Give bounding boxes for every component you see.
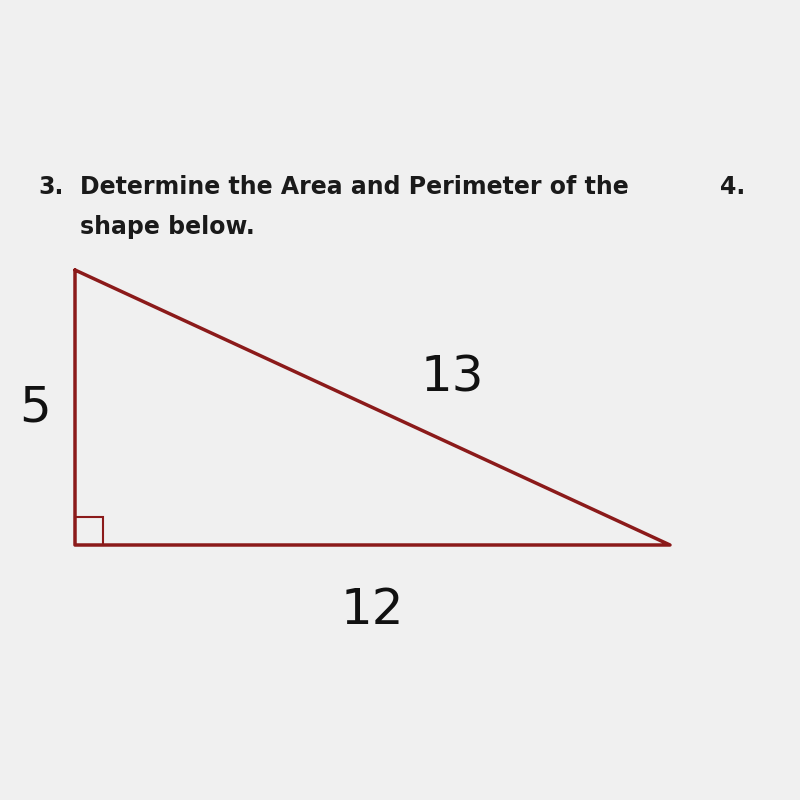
Text: Determine the Area and Perimeter of the: Determine the Area and Perimeter of the: [80, 175, 629, 199]
Text: 5: 5: [19, 383, 51, 431]
Text: 3.: 3.: [38, 175, 63, 199]
Text: 4.: 4.: [720, 175, 746, 199]
Text: 12: 12: [341, 586, 404, 634]
Bar: [75, 517, 103, 545]
Text: 13: 13: [421, 354, 484, 402]
Text: shape below.: shape below.: [80, 215, 254, 239]
